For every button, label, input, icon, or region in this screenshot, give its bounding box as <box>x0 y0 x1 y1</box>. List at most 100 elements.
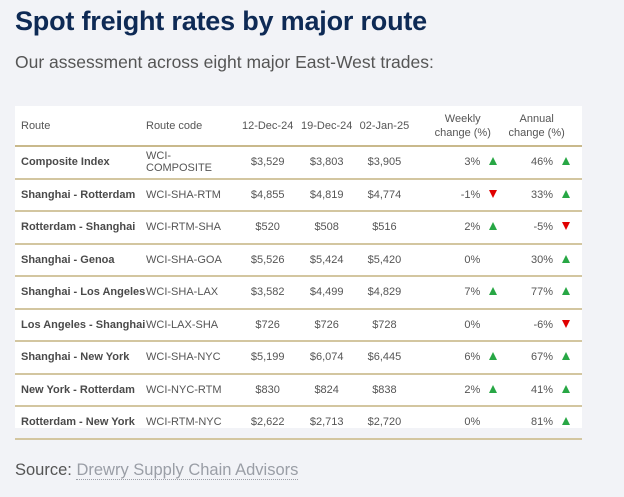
freight-rates-table-card: Route Route code 12-Dec-24 19-Dec-24 02-… <box>15 106 582 440</box>
freight-rates-table: Route Route code 12-Dec-24 19-Dec-24 02-… <box>15 106 582 440</box>
arrow-up-icon <box>562 417 570 426</box>
rate-02-jan-25: $6,445 <box>354 341 415 375</box>
rate-19-dec-24: $4,499 <box>298 276 355 310</box>
source-link[interactable]: Drewry Supply Chain Advisors <box>76 461 299 480</box>
table-row: Shanghai - Genoa WCI-SHA-GOA $5,526 $5,424 $… <box>15 243 582 277</box>
route-name: Shanghai - Los Angeles <box>15 276 146 310</box>
arrow-up-icon <box>562 254 570 263</box>
table-body: Composite Index WCI-COMPOSITE $3,529 $3,803… <box>15 146 582 440</box>
rate-19-dec-24: $4,819 <box>298 178 355 212</box>
table-row: Composite Index WCI-COMPOSITE $3,529 $3,803… <box>15 146 582 180</box>
rate-02-jan-25: $728 <box>354 308 415 342</box>
table-row: Rotterdam - Shanghai WCI-RTM-SHA $520 $508 $… <box>15 211 582 245</box>
annual-change: 81% <box>497 406 582 440</box>
route-code: WCI-LAX-SHA <box>146 308 237 342</box>
rate-19-dec-24: $3,803 <box>298 146 355 180</box>
weekly-header-line-1: Weekly <box>444 112 481 125</box>
route-name: Rotterdam - Shanghai <box>15 211 146 245</box>
rate-02-jan-25: $838 <box>354 373 415 407</box>
weekly-change-value: 0% <box>464 253 481 266</box>
weekly-change: 3% <box>414 146 498 180</box>
arrow-down-icon <box>489 189 498 198</box>
annual-change-value: 30% <box>530 253 553 266</box>
weekly-change: 2% <box>414 211 498 245</box>
weekly-header-line-2: change (%) <box>434 126 491 139</box>
arrow-down-icon <box>562 222 570 231</box>
route-name: Shanghai - Genoa <box>15 243 146 277</box>
rate-02-jan-25: $5,420 <box>354 243 415 277</box>
arrow-up-icon <box>489 157 498 166</box>
route-code: WCI-NYC-RTM <box>146 373 237 407</box>
column-header-date-2: 19-Dec-24 <box>298 106 355 147</box>
arrow-up-icon <box>562 384 570 393</box>
arrow-up-icon <box>562 352 570 361</box>
weekly-change-value: 6% <box>464 351 481 364</box>
annual-change: -5% <box>497 211 582 245</box>
route-code: WCI-RTM-SHA <box>146 211 237 245</box>
rate-12-dec-24: $520 <box>236 211 299 245</box>
page-subtitle: Our assessment across eight major East-W… <box>15 52 434 72</box>
table-row: Shanghai - Los Angeles WCI-SHA-LAX $3,582 $… <box>15 276 582 310</box>
weekly-change: 2% <box>414 373 498 407</box>
route-name: Composite Index <box>15 146 146 180</box>
rate-19-dec-24: $824 <box>298 373 355 407</box>
annual-change-value: 77% <box>530 286 553 299</box>
arrow-up-icon <box>489 287 498 296</box>
arrow-up-icon <box>489 352 498 361</box>
page-title: Spot freight rates by major route <box>15 6 427 36</box>
arrow-up-icon <box>562 157 570 166</box>
annual-change: 77% <box>497 276 582 310</box>
weekly-change-value: 3% <box>464 156 481 169</box>
annual-change-value: -5% <box>533 221 553 234</box>
route-name: Los Angeles - Shanghai <box>15 308 146 342</box>
rate-19-dec-24: $6,074 <box>298 341 355 375</box>
annual-change: 46% <box>497 146 582 180</box>
annual-change: -6% <box>497 308 582 342</box>
route-code: WCI-SHA-NYC <box>146 341 237 375</box>
arrow-up-icon <box>562 189 570 198</box>
rate-19-dec-24: $726 <box>298 308 355 342</box>
route-name: New York - Rotterdam <box>15 373 146 407</box>
annual-change: 67% <box>497 341 582 375</box>
annual-change-value: 41% <box>530 383 553 396</box>
weekly-change: 0% <box>414 406 498 440</box>
weekly-change: 7% <box>414 276 498 310</box>
column-header-weekly-change: Weekly change (%) <box>414 106 498 147</box>
table-row: New York - Rotterdam WCI-NYC-RTM $830 $824 $… <box>15 373 582 407</box>
source-line: Source: Drewry Supply Chain Advisors <box>15 461 299 480</box>
weekly-change-value: 7% <box>464 286 481 299</box>
table-row: Rotterdam - New York WCI-RTM-NYC $2,622 $2,… <box>15 406 582 440</box>
table-header-row: Route Route code 12-Dec-24 19-Dec-24 02-… <box>15 106 582 147</box>
weekly-change: 6% <box>414 341 498 375</box>
weekly-change: -1% <box>414 178 498 212</box>
route-code: WCI-SHA-LAX <box>146 276 237 310</box>
column-header-route-code: Route code <box>146 106 237 147</box>
annual-header-line-2: change (%) <box>508 126 565 139</box>
arrow-down-icon <box>562 319 570 328</box>
column-header-date-1: 12-Dec-24 <box>236 106 299 147</box>
rate-12-dec-24: $726 <box>236 308 299 342</box>
rate-19-dec-24: $508 <box>298 211 355 245</box>
rate-02-jan-25: $4,774 <box>354 178 415 212</box>
arrow-up-icon <box>562 287 570 296</box>
table-row: Shanghai - Rotterdam WCI-SHA-RTM $4,855 $4,… <box>15 178 582 212</box>
annual-header-line-1: Annual <box>519 112 554 125</box>
route-code: WCI-COMPOSITE <box>146 146 237 180</box>
annual-change-value: 46% <box>530 156 553 169</box>
annual-change-value: 81% <box>530 416 553 429</box>
rate-12-dec-24: $4,855 <box>236 178 299 212</box>
weekly-change-value: 0% <box>464 416 481 429</box>
weekly-change: 0% <box>414 308 498 342</box>
rate-02-jan-25: $3,905 <box>354 146 415 180</box>
route-name: Shanghai - Rotterdam <box>15 178 146 212</box>
route-name: Rotterdam - New York <box>15 406 146 440</box>
rate-02-jan-25: $4,829 <box>354 276 415 310</box>
rate-12-dec-24: $3,529 <box>236 146 299 180</box>
route-code: WCI-SHA-RTM <box>146 178 237 212</box>
annual-change: 33% <box>497 178 582 212</box>
weekly-change-value: 2% <box>464 383 481 396</box>
arrow-up-icon <box>489 384 498 393</box>
rate-02-jan-25: $516 <box>354 211 415 245</box>
annual-change: 41% <box>497 373 582 407</box>
weekly-change-value: -1% <box>460 188 481 201</box>
